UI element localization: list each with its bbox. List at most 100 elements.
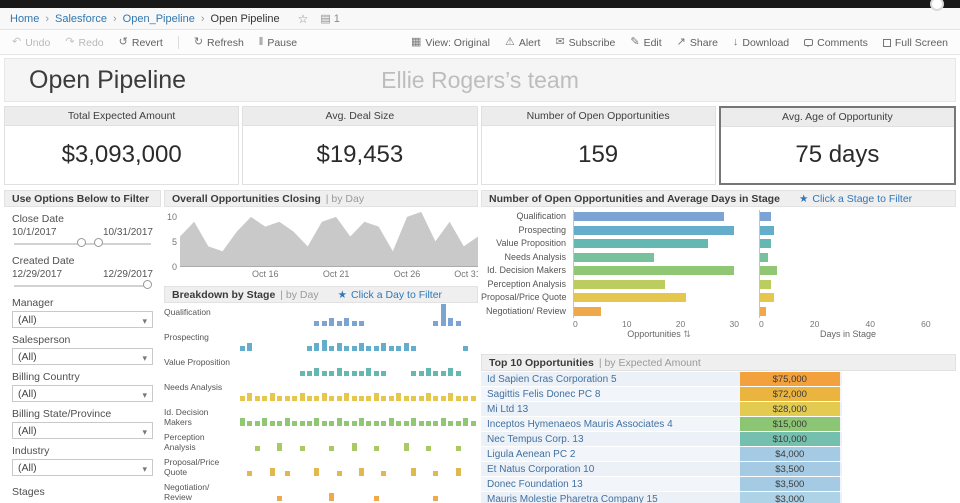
revert-button[interactable]: ↺ Revert [119,37,163,49]
breakdown-filter-action[interactable]: ★ Click a Day to Filter [338,289,442,301]
opportunities-bar [574,306,601,316]
filter-dropdown-billing-state-province[interactable]: (All) ▾ [12,422,153,439]
kpi-label: Number of Open Opportunities [481,107,715,126]
table-row-donec-foundation-13[interactable]: Donec Foundation 13 $3,500 [481,477,956,491]
slider-handle[interactable] [93,238,103,247]
slider-handle[interactable] [143,280,153,289]
favorite-star-icon[interactable]: ☆ [297,11,309,26]
overall-area-chart[interactable]: 10 5 0 [164,207,478,272]
stage-row-perception-analysis[interactable]: Perception Analysis [481,277,956,291]
chevron-down-icon: ▾ [142,316,147,326]
filter-label-stages: Stages [12,486,45,498]
breakdown-row-qualification[interactable]: Qualification [164,303,478,328]
opportunities-bar-cell [573,250,745,264]
dropdown-value: (All) [18,350,37,363]
breadcrumb-item-home[interactable]: Home [10,12,40,25]
breakdown-row-label: Proposal/Price Quote [164,457,220,477]
bar [433,420,439,426]
breakdown-row-proposal-price-quote[interactable]: Proposal/Price Quote [164,453,478,478]
stage-row-needs-analysis[interactable]: Needs Analysis [481,250,956,264]
breakdown-row-value-proposition[interactable]: Value Proposition [164,353,478,378]
stage-row-negotiation-review[interactable]: Negotiation/ Review [481,304,956,318]
table-row-id-sapien-cras-corporation-5[interactable]: Id Sapien Cras Corporation 5 $75,000 [481,372,956,386]
share-label: Share [689,36,718,49]
bar [247,342,253,351]
view-original-button[interactable]: ▦ View: Original [411,37,490,49]
bar [455,320,461,326]
stage-row-qualification[interactable]: Qualification [481,210,956,224]
breakdown-row-needs-analysis[interactable]: Needs Analysis [164,378,478,403]
x-tick-oct-16: Oct 16 [251,269,279,279]
kpi-card-avg-age-of-opportunity[interactable]: Avg. Age of Opportunity 75 days [718,106,956,185]
refresh-button[interactable]: ↻ Refresh [194,37,244,49]
table-row-ligula-aenean-pc-2[interactable]: Ligula Aenean PC 2 $4,000 [481,447,956,461]
sort-icon[interactable]: ⇅ [683,329,691,339]
pause-button[interactable]: ‖ Pause [259,37,297,49]
y-tick-5: 5 [171,237,177,247]
bar [284,470,290,476]
breadcrumb-item-salesforce[interactable]: Salesforce [55,12,107,25]
edit-button[interactable]: ✎ Edit [630,37,661,49]
filter-label-manager: Manager [12,297,54,309]
table-row-inceptos-hymenaeos-mauris-associates-4[interactable]: Inceptos Hymenaeos Mauris Associates 4 $1… [481,417,956,431]
stage-chart-header: Number of Open Opportunities and Average… [481,190,956,207]
kpi-card-avg-deal-size[interactable]: Avg. Deal Size $19,453 [242,106,478,185]
stage-row-proposal-price-quote[interactable]: Proposal/Price Quote [481,291,956,305]
download-button[interactable]: ↓ Download [733,37,789,49]
bar [373,495,379,501]
bar [425,420,431,426]
alert-button[interactable]: ⚠ Alert [505,37,540,49]
stage-row-value-proposition[interactable]: Value Proposition [481,237,956,251]
filter-panel-title: Use Options Below to Filter [12,192,150,205]
opportunities-axis-text: Opportunities [627,329,681,339]
table-row-mi-ltd-13[interactable]: Mi Ltd 13 $28,000 [481,402,956,416]
download-label: Download [742,36,790,49]
days-bar [760,306,766,316]
bar [411,370,417,376]
overall-chart-plot[interactable] [180,207,478,267]
bar [366,420,372,426]
stage-filter-action[interactable]: ★ Click a Stage to Filter [799,193,912,205]
breakdown-row-prospecting[interactable]: Prospecting [164,328,478,353]
bar [366,367,372,376]
top10-table: Id Sapien Cras Corporation 5 $75,000 Sagit… [481,372,956,503]
kpi-card-number-of-open-opportunities[interactable]: Number of Open Opportunities 159 [480,106,716,185]
user-avatar[interactable] [930,0,944,11]
bar [344,420,350,426]
bar [455,395,461,401]
bar [373,370,379,376]
slider-handle[interactable] [76,238,86,247]
filter-dropdown-manager[interactable]: (All) ▾ [12,311,153,328]
bar [314,367,320,376]
expected-amount-cell: $28,000 [739,402,840,416]
toolbar-left-group: ↶ Undo ↷ Redo ↺ Revert ↻ Refresh ‖ Pause [12,36,297,49]
table-row-mauris-molestie-pharetra-company-15[interactable]: Mauris Molestie Pharetra Company 15 $3,00… [481,492,956,503]
pause-icon: ‖ [258,36,264,48]
days-axis-ticks: 0 20 40 60 [759,318,937,329]
table-row-nec-tempus-corp-13[interactable]: Nec Tempus Corp. 13 $10,000 [481,432,956,446]
stage-label: Qualification [516,211,566,221]
comments-button[interactable]: Comments [804,37,868,49]
kpi-card-total-expected-amount[interactable]: Total Expected Amount $3,093,000 [4,106,240,185]
breakdown-row-negotiation-review[interactable]: Negotiation/ Review [164,478,478,503]
stage-row-prospecting[interactable]: Prospecting [481,223,956,237]
expected-amount-cell: $4,000 [739,447,840,461]
opportunities-bar-cell [573,223,745,237]
bar [336,367,342,376]
subscribe-button[interactable]: ✉ Subscribe [555,37,615,49]
breakdown-row-perception-analysis[interactable]: Perception Analysis [164,428,478,453]
bar [292,420,298,426]
table-row-sagittis-felis-donec-pc-8[interactable]: Sagittis Felis Donec PC 8 $72,000 [481,387,956,401]
bar [262,395,268,401]
table-row-et-natus-corporation-10[interactable]: Et Natus Corporation 10 $3,500 [481,462,956,476]
breadcrumb-item-open-pipeline[interactable]: Open_Pipeline [122,12,195,25]
axis-tick-60: 60 [921,319,931,329]
stage-row-id-decision-makers[interactable]: Id. Decision Makers [481,264,956,278]
filter-dropdown-industry[interactable]: (All) ▾ [12,459,153,476]
bar [269,467,275,476]
breakdown-row-id-decision-makers[interactable]: Id. Decision Makers [164,403,478,428]
filter-dropdown-billing-country[interactable]: (All) ▾ [12,385,153,402]
share-button[interactable]: ↗ Share [677,37,718,49]
filter-dropdown-salesperson[interactable]: (All) ▾ [12,348,153,365]
full-screen-button[interactable]: Full Screen [882,37,948,49]
